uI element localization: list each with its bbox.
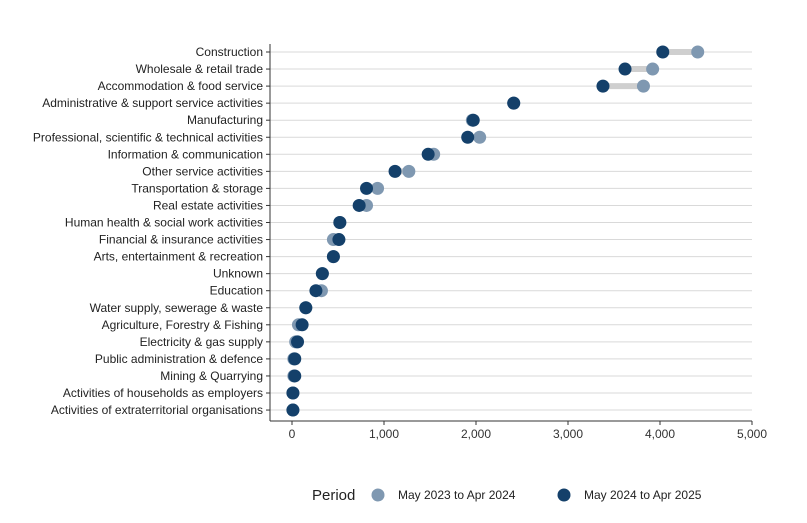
legend-marker-series-2 <box>557 488 571 502</box>
category-labels: Construction Wholesale & retail trade Acco… <box>33 45 263 417</box>
category-label: Information & communication <box>108 147 263 161</box>
category-label: Real estate activities <box>153 198 263 212</box>
axes <box>266 44 753 425</box>
data-point-series-2 <box>618 62 632 76</box>
data-point-series-2 <box>388 164 402 178</box>
gridlines <box>270 51 752 411</box>
data-point-series-2 <box>656 45 670 59</box>
data-points <box>286 45 705 417</box>
legend-marker-series-1 <box>371 488 385 502</box>
category-label: Electricity & gas supply <box>140 335 263 349</box>
category-label: Transportation & storage <box>131 181 263 195</box>
category-label: Other service activities <box>142 164 263 178</box>
category-label: Wholesale & retail trade <box>136 62 264 76</box>
category-label: Manufacturing <box>187 113 263 127</box>
category-label: Administrative & support service activit… <box>42 96 263 110</box>
category-label: Financial & insurance activities <box>99 233 263 247</box>
data-point-series-2 <box>421 147 435 161</box>
x-tick-label: 5,000 <box>737 427 767 441</box>
data-point-series-2 <box>288 352 302 366</box>
legend-label-series-2: May 2024 to Apr 2025 <box>584 488 702 502</box>
category-label: Professional, scientific & technical act… <box>33 130 263 144</box>
data-point-series-2 <box>286 403 300 417</box>
data-point-series-2 <box>326 250 340 264</box>
data-point-series-1 <box>646 62 660 76</box>
data-point-series-1 <box>691 45 705 59</box>
category-label: Mining & Quarrying <box>160 369 263 383</box>
data-point-series-2 <box>295 318 309 332</box>
x-tick-label: 4,000 <box>645 427 675 441</box>
data-point-series-1 <box>473 130 487 144</box>
x-tick-labels: 0 1,000 2,000 3,000 4,000 5,000 <box>289 427 768 441</box>
category-label: Construction <box>196 45 263 59</box>
data-point-series-2 <box>596 79 610 93</box>
data-point-series-1 <box>371 181 385 195</box>
data-point-series-2 <box>466 113 480 127</box>
connectors <box>293 49 698 379</box>
category-label: Water supply, sewerage & waste <box>90 301 264 315</box>
x-tick-label: 0 <box>289 427 296 441</box>
data-point-series-1 <box>636 79 650 93</box>
data-point-series-2 <box>332 233 346 247</box>
data-point-series-2 <box>309 284 323 298</box>
data-point-series-2 <box>299 301 313 315</box>
data-point-series-2 <box>333 216 347 229</box>
category-label: Human health & social work activities <box>65 216 263 230</box>
data-point-series-2 <box>291 335 305 349</box>
data-point-series-2 <box>507 96 521 110</box>
x-tick-label: 2,000 <box>461 427 491 441</box>
data-point-series-2 <box>315 267 329 281</box>
data-point-series-2 <box>352 198 366 212</box>
data-point-series-2 <box>288 369 302 383</box>
data-point-series-2 <box>286 386 300 400</box>
data-point-series-2 <box>461 130 475 144</box>
legend-title: Period <box>312 487 355 504</box>
legend-label-series-1: May 2023 to Apr 2024 <box>398 488 516 502</box>
category-label: Accommodation & food service <box>98 79 264 93</box>
data-point-series-2 <box>360 181 374 195</box>
category-label: Education <box>210 284 263 298</box>
x-tick-label: 1,000 <box>369 427 399 441</box>
category-label: Unknown <box>213 267 263 281</box>
data-point-series-1 <box>402 164 416 178</box>
category-label: Agriculture, Forestry & Fishing <box>102 318 263 332</box>
x-tick-label: 3,000 <box>553 427 583 441</box>
category-label: Arts, entertainment & recreation <box>94 250 263 264</box>
category-label: Public administration & defence <box>95 352 263 366</box>
category-label: Activities of extraterritorial organisat… <box>51 403 263 417</box>
category-label: Activities of households as employers <box>63 386 263 400</box>
legend: Period May 2023 to Apr 2024 May 2024 to … <box>312 487 702 504</box>
